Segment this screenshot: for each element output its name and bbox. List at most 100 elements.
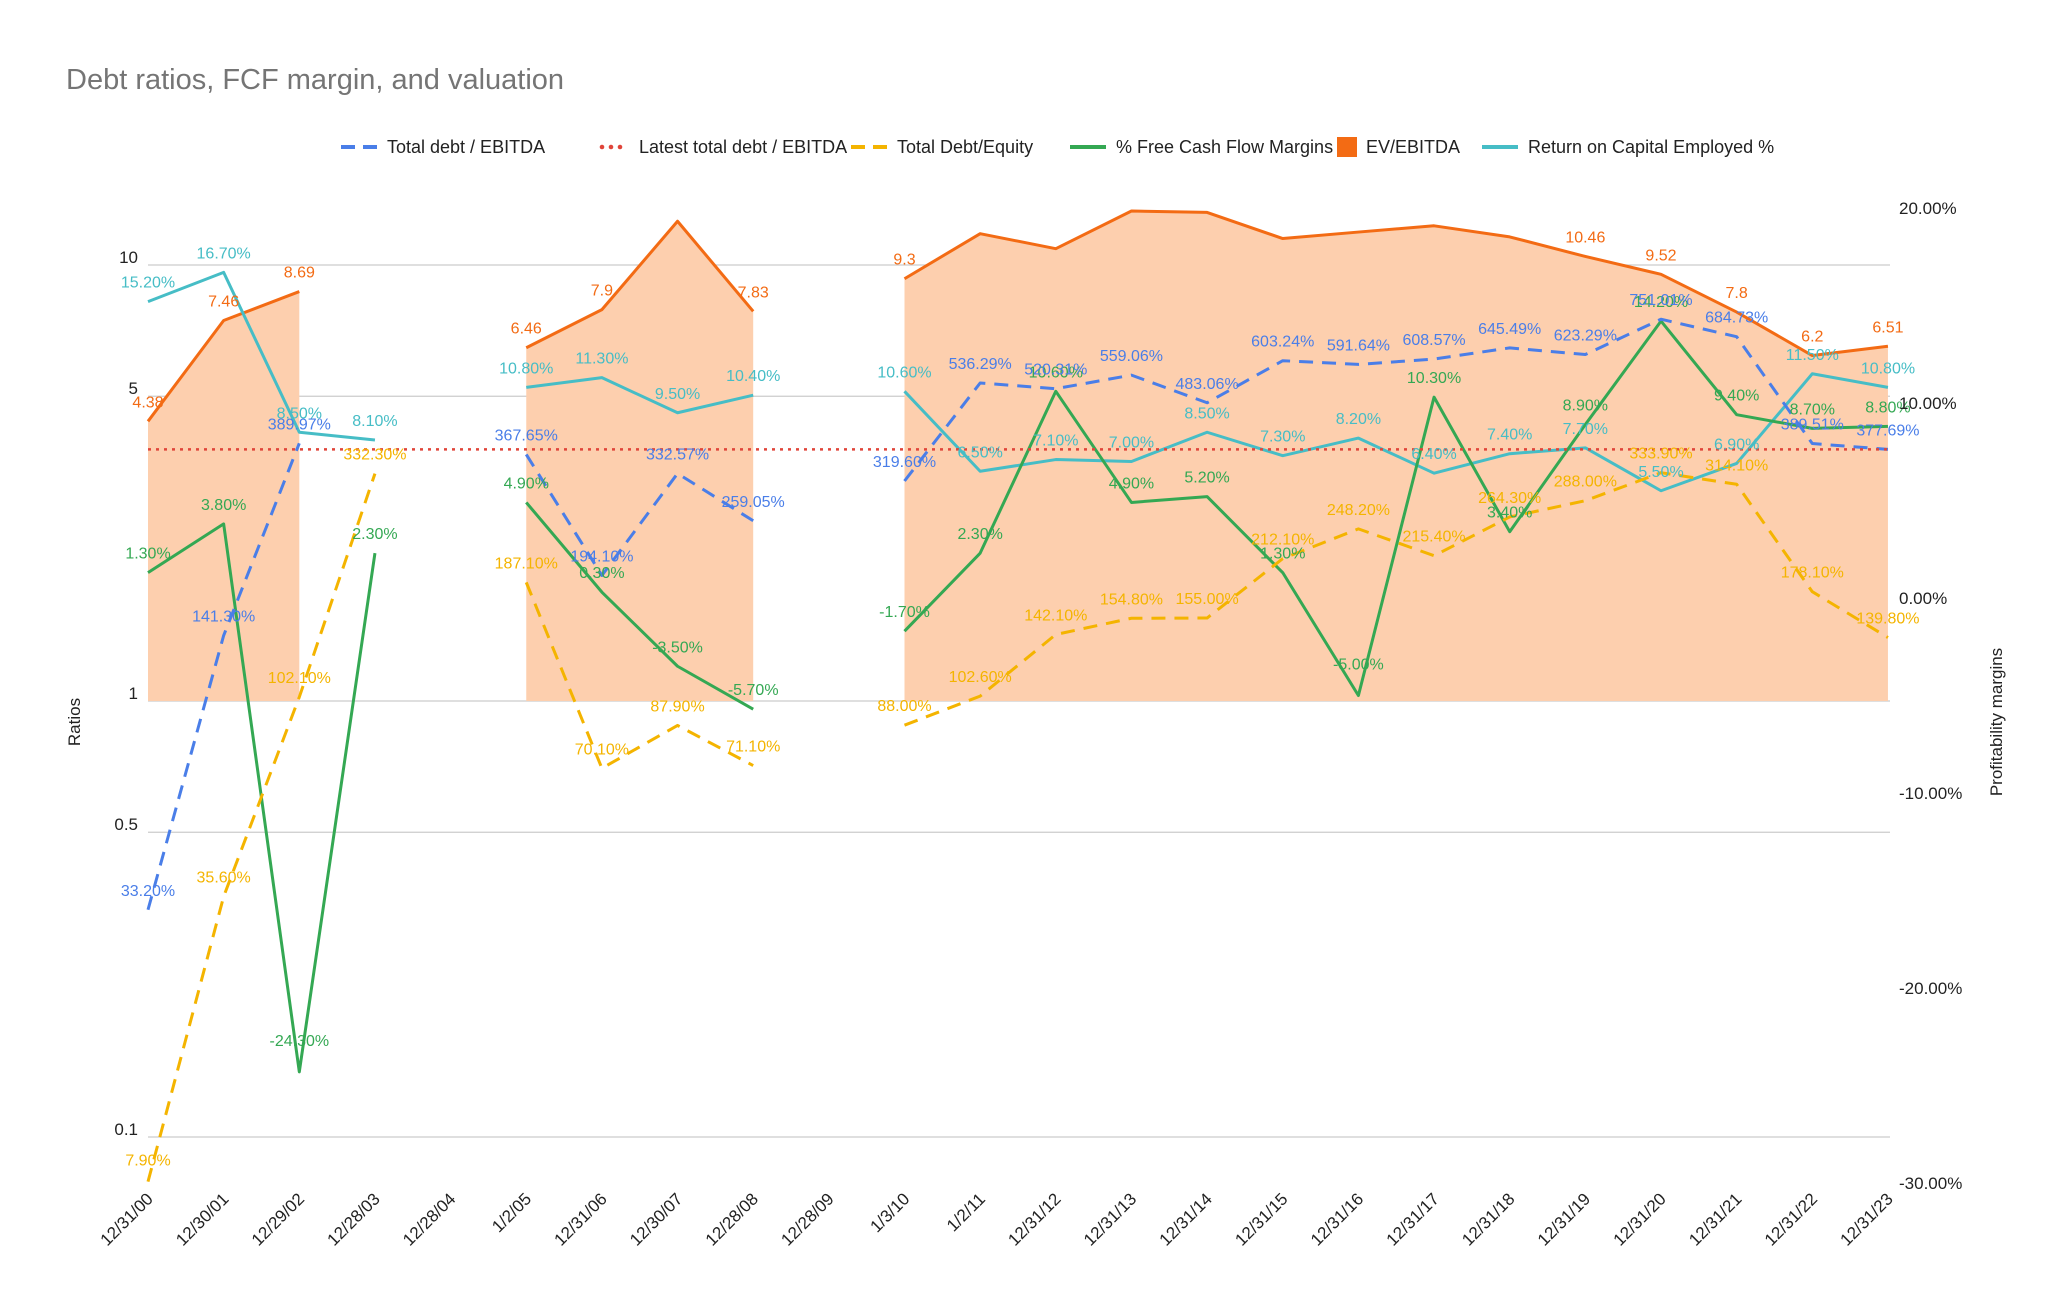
roce-data-label-12-31-06: 11.30% xyxy=(575,351,628,368)
x-tick-label: 1/3/10 xyxy=(866,1189,913,1236)
x-tick-label: 12/31/19 xyxy=(1534,1189,1594,1249)
debt_equity-data-label-12-31-16: 248.20% xyxy=(1327,502,1390,519)
debt_ebitda-data-label-12-31-16: 591.64% xyxy=(1327,337,1390,354)
roce-data-label-12-28-08: 10.40% xyxy=(726,368,780,385)
x-tick-label: 12/31/23 xyxy=(1837,1189,1897,1249)
x-tick-label: 12/28/04 xyxy=(399,1189,459,1249)
debt_ebitda-line xyxy=(524,453,754,577)
debt_equity-data-label-12-28-08: 71.10% xyxy=(726,739,780,756)
fcf-data-label-12-31-14: 5.20% xyxy=(1184,470,1229,487)
fcf-data-label-12-28-08: -5.70% xyxy=(728,682,779,699)
roce-data-label-12-31-17: 6.40% xyxy=(1411,446,1456,463)
debt_ebitda-data-label-12-31-22: 389.51% xyxy=(1781,417,1844,434)
x-tick-label: 12/31/13 xyxy=(1080,1189,1140,1249)
ev-data-label-12-31-22: 6.2 xyxy=(1801,329,1823,346)
legend: Total debt / EBITDA Latest total debt / E… xyxy=(341,137,1774,157)
fcf-data-label-12-31-23: 8.80% xyxy=(1865,399,1910,416)
left-tick-label: 1 xyxy=(129,684,138,703)
ev-data-label-1-3-10: 9.3 xyxy=(893,252,915,269)
debt_ebitda-data-label-12-30-01: 141.30% xyxy=(192,609,255,626)
debt_ebitda-line xyxy=(146,442,301,911)
x-tick-label: 12/28/03 xyxy=(324,1189,384,1249)
debt_ebitda-data-label-12-31-12: 520.31% xyxy=(1024,362,1087,379)
debt_equity-data-label-12-31-20: 333.90% xyxy=(1629,446,1692,463)
debt_ebitda-data-label-12-31-21: 684.73% xyxy=(1705,310,1768,327)
x-tick-label: 12/29/02 xyxy=(248,1189,308,1249)
debt_equity-data-label-12-31-15: 212.10% xyxy=(1251,532,1314,549)
fcf-data-label-12-31-06: 0.30% xyxy=(579,565,624,582)
roce-data-label-12-30-07: 9.50% xyxy=(655,386,700,403)
fcf-data-label-12-29-02: -24.30% xyxy=(270,1033,330,1050)
right-tick-label: 0.00% xyxy=(1899,589,1947,608)
debt_ebitda-data-label-12-31-14: 483.06% xyxy=(1176,376,1239,393)
debt_equity-data-label-12-31-18: 264.30% xyxy=(1478,490,1541,507)
left-tick-label: 0.5 xyxy=(114,815,138,834)
roce-data-label-12-31-19: 7.70% xyxy=(1563,421,1608,438)
chart-title: Debt ratios, FCF margin, and valuation xyxy=(66,64,564,96)
fcf-legend-label: % Free Cash Flow Margins xyxy=(1116,137,1333,157)
series-lines xyxy=(146,209,1890,1183)
ev-data-label-12-31-21: 7.8 xyxy=(1726,285,1748,302)
debt_equity-data-label-12-31-21: 314.10% xyxy=(1705,457,1768,474)
roce-data-label-1-2-11: 6.50% xyxy=(957,444,1002,461)
debt_equity-data-label-12-31-22: 178.10% xyxy=(1781,565,1844,582)
fcf-data-label-12-30-01: 3.80% xyxy=(201,497,246,514)
roce-data-label-12-31-20: 5.50% xyxy=(1638,464,1683,481)
x-tick-label: 12/31/06 xyxy=(550,1189,610,1249)
ev-data-label-12-30-01: 7.46 xyxy=(208,293,239,310)
fcf-data-label-12-31-15: 1.30% xyxy=(1260,546,1305,563)
roce-data-label-1-2-05: 10.80% xyxy=(499,360,553,377)
left-tick-label: 10 xyxy=(119,248,138,267)
debt_equity-data-label-12-31-00: 7.90% xyxy=(125,1153,170,1170)
left-axis-ticks: 0.1 0.5 1 5 10 xyxy=(114,248,138,1139)
ev-ebitda-area-fill xyxy=(526,221,754,701)
debt_equity-legend-label: Total Debt/Equity xyxy=(897,137,1033,157)
x-tick-label: 1/2/11 xyxy=(943,1189,989,1235)
roce-data-label-12-31-14: 8.50% xyxy=(1184,405,1229,422)
x-axis-ticks: 12/31/00 12/30/01 12/29/02 12/28/03 12/28/04… xyxy=(97,1189,1897,1249)
ev-data-label-12-31-00: 4.38 xyxy=(132,394,163,411)
fcf-data-label-12-31-21: 9.40% xyxy=(1714,388,1759,405)
roce-line xyxy=(147,270,376,442)
fcf-data-label-12-31-20: 14.20% xyxy=(1634,294,1688,311)
ev-data-label-12-28-08: 7.83 xyxy=(738,284,769,301)
debt_equity-data-label-1-3-10: 88.00% xyxy=(877,698,931,715)
debt_equity-data-label-1-2-05: 187.10% xyxy=(495,555,558,572)
debt_equity-data-label-12-31-12: 142.10% xyxy=(1024,607,1087,624)
x-tick-label: 12/31/14 xyxy=(1156,1189,1216,1249)
roce-line xyxy=(526,376,754,415)
debt_ebitda-data-label-12-31-17: 608.57% xyxy=(1402,332,1465,349)
debt_ebitda-data-label-1-3-10: 319.60% xyxy=(873,454,936,471)
data-labels: 4.38 7.46 8.69 6.46 7.9 7.83 9.3 10.46 9.52 7.8 6.… xyxy=(121,229,1920,1169)
fcf-line xyxy=(903,319,1888,697)
debt_ebitda-data-label-12-31-13: 559.06% xyxy=(1100,348,1163,365)
fcf-data-label-1-3-10: -1.70% xyxy=(879,604,930,621)
x-tick-label: 1/2/05 xyxy=(488,1189,535,1236)
ev-data-label-12-31-19: 10.46 xyxy=(1565,229,1605,246)
left-axis-title: Ratios xyxy=(65,698,84,746)
ev-legend-label: EV/EBITDA xyxy=(1366,137,1460,157)
debt_ebitda-data-label-12-31-15: 603.24% xyxy=(1251,334,1314,351)
ev-data-label-12-31-20: 9.52 xyxy=(1645,247,1676,264)
fcf-data-label-12-31-22: 8.70% xyxy=(1790,401,1835,418)
roce-data-label-12-31-22: 11.50% xyxy=(1786,347,1839,364)
debt_equity-data-label-12-31-19: 288.00% xyxy=(1554,474,1617,491)
right-tick-label: 20.00% xyxy=(1899,199,1957,218)
roce-data-label-12-31-15: 7.30% xyxy=(1260,429,1305,446)
fcf-data-label-12-31-17: 10.30% xyxy=(1407,370,1461,387)
latest-legend-swatch xyxy=(617,144,623,150)
debt_ebitda-data-label-12-29-02: 389.97% xyxy=(268,416,331,433)
debt_ebitda-data-label-12-31-19: 623.29% xyxy=(1554,328,1617,345)
debt_equity-line xyxy=(903,471,1889,727)
fcf-data-label-12-31-19: 8.90% xyxy=(1563,397,1608,414)
x-tick-label: 12/30/07 xyxy=(626,1189,686,1249)
debt_equity-data-label-12-30-01: 35.60% xyxy=(197,870,251,887)
ev-data-label-12-31-06: 7.9 xyxy=(591,283,613,300)
fcf-data-label-12-31-00: 1.30% xyxy=(125,546,170,563)
right-tick-label: -10.00% xyxy=(1899,784,1962,803)
right-tick-label: 10.00% xyxy=(1899,394,1957,413)
roce-data-label-12-31-00: 15.20% xyxy=(121,275,175,292)
roce-data-label-12-29-02: 8.50% xyxy=(277,405,322,422)
debt_equity-data-label-12-31-14: 155.00% xyxy=(1176,591,1239,608)
x-tick-label: 12/31/12 xyxy=(1004,1189,1064,1249)
